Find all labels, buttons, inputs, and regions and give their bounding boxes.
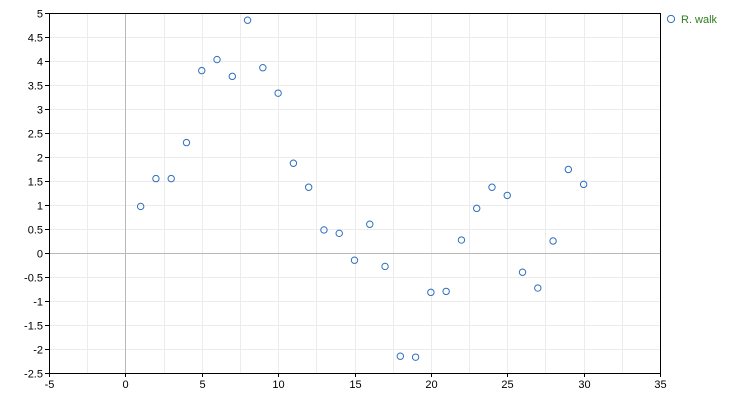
y-tick-label: 3.5 xyxy=(28,81,43,93)
data-point xyxy=(304,183,313,191)
data-point xyxy=(259,64,267,72)
x-tick-label: 30 xyxy=(578,379,590,391)
data-point xyxy=(198,66,206,75)
data-point xyxy=(427,288,435,297)
data-point xyxy=(335,229,343,238)
data-point xyxy=(320,226,328,234)
grid-lines xyxy=(49,13,661,374)
x-tick-label: 35 xyxy=(654,379,666,391)
data-point xyxy=(396,352,405,360)
data-point xyxy=(579,180,588,189)
data-point xyxy=(136,202,145,211)
y-tick-label: 4.5 xyxy=(28,33,43,45)
zero-axes xyxy=(49,13,660,373)
series-points xyxy=(136,16,588,361)
y-tick-label: 2 xyxy=(37,153,43,165)
data-point xyxy=(289,159,298,167)
y-tick-label: -2 xyxy=(33,345,43,357)
data-point xyxy=(167,174,175,183)
y-tick-label: 2.5 xyxy=(28,129,43,141)
axis-ticks: -5 0 5 10 15 20 25 30 35-2.5-2-1.5-1-0.500.511.5… xyxy=(24,9,667,392)
x-tick-label: 25 xyxy=(501,379,513,391)
x-tick-label: 10 xyxy=(272,379,284,391)
y-tick-label: -2.5 xyxy=(24,369,43,381)
data-point xyxy=(243,16,252,24)
y-tick-label: 1.5 xyxy=(28,177,43,189)
y-tick-label: 3 xyxy=(37,105,43,117)
x-tick-label: 0 xyxy=(122,379,128,391)
y-tick-label: 1 xyxy=(37,201,43,213)
data-point xyxy=(213,55,221,64)
y-tick-label: 0.5 xyxy=(28,225,43,237)
x-tick-label: 20 xyxy=(425,379,437,391)
legend-marker-r-walk xyxy=(666,14,676,24)
data-point xyxy=(442,287,450,296)
data-point xyxy=(457,236,466,244)
legend-label-r-walk: R. walk xyxy=(681,14,718,26)
data-point xyxy=(518,268,527,276)
data-point xyxy=(274,89,282,97)
data-point xyxy=(182,138,191,147)
x-tick-label: 15 xyxy=(349,379,361,391)
y-tick-label: -1 xyxy=(33,297,43,309)
data-point xyxy=(411,353,420,361)
y-tick-label: -0.5 xyxy=(24,273,43,285)
data-point xyxy=(503,191,511,200)
data-point xyxy=(564,165,573,174)
data-point xyxy=(534,284,542,292)
data-point xyxy=(366,220,374,228)
data-point xyxy=(350,256,359,264)
data-point xyxy=(381,262,389,271)
legend: R. walk xyxy=(666,14,718,26)
data-point xyxy=(152,174,160,183)
y-tick-label: -1.5 xyxy=(24,321,43,333)
y-tick-label: 4 xyxy=(37,57,43,69)
x-tick-label: -5 xyxy=(45,379,55,391)
x-tick-label: 5 xyxy=(199,379,205,391)
data-point xyxy=(473,204,481,213)
data-point xyxy=(488,183,496,191)
y-tick-label: 5 xyxy=(37,9,43,21)
data-point xyxy=(549,237,557,245)
y-tick-label: 0 xyxy=(37,249,43,261)
data-point xyxy=(228,72,237,81)
